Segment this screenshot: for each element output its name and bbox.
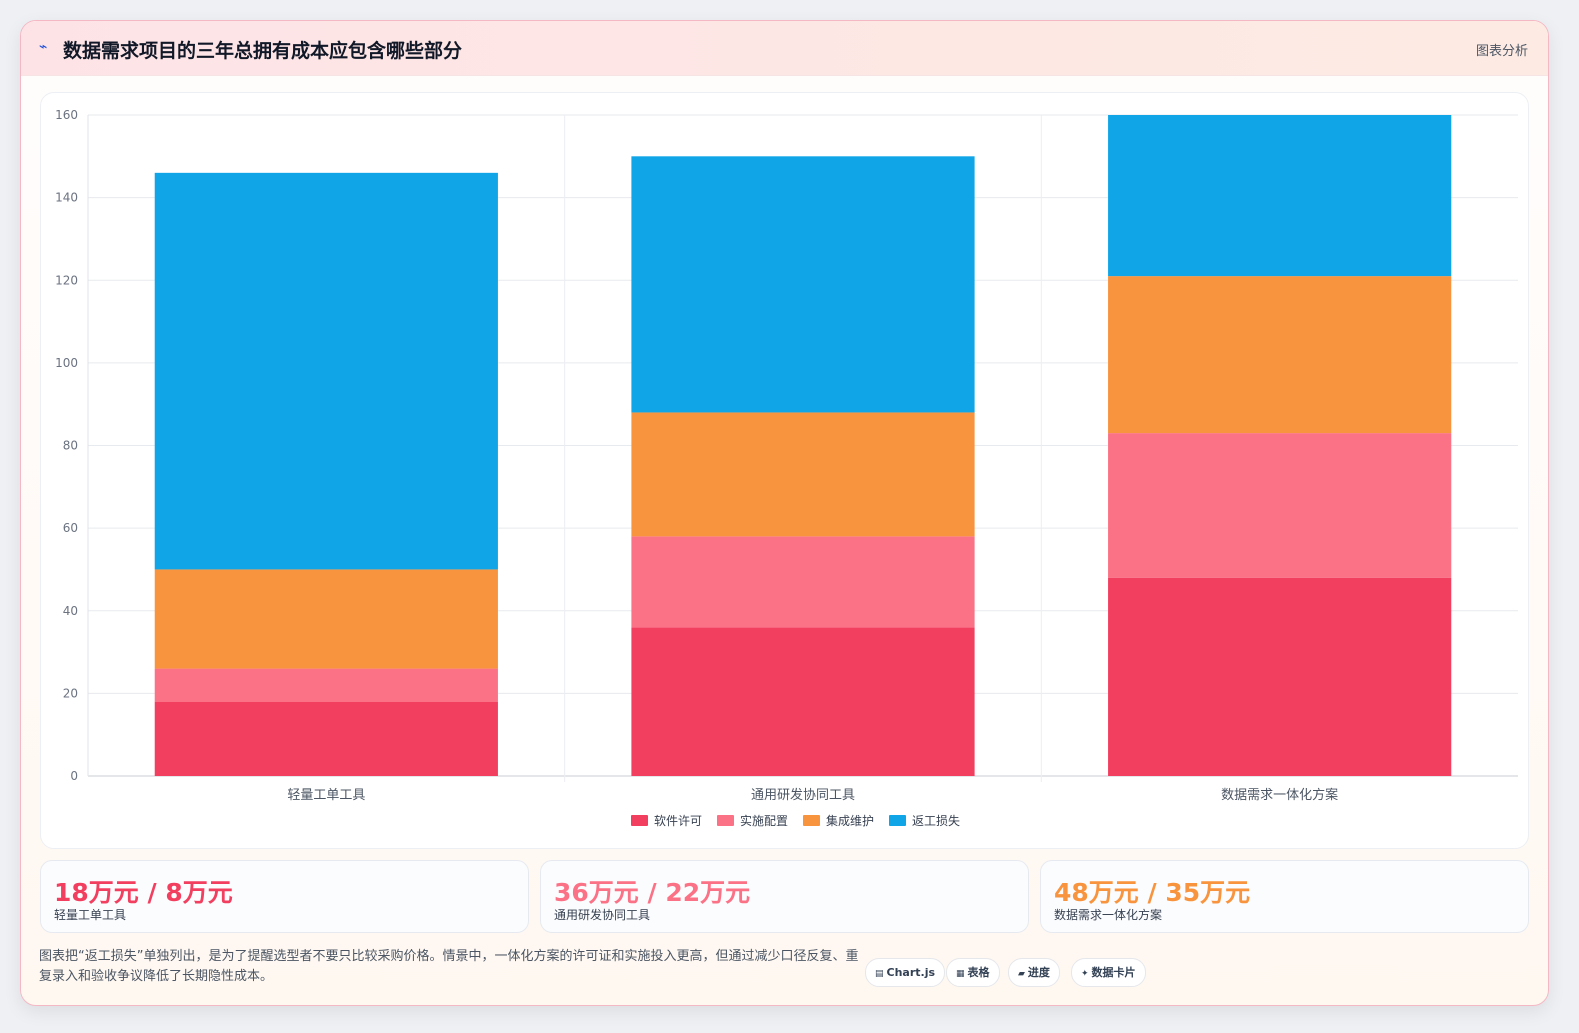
chart-analysis-link[interactable]: 图表分析 <box>1475 44 1528 59</box>
bar-segment <box>1108 276 1452 434</box>
bar-segment <box>154 668 498 702</box>
bar-segment <box>631 536 975 628</box>
y-tick-label: 160 <box>55 108 78 122</box>
chip-progress[interactable]: ▰ 进度 <box>1008 958 1060 987</box>
kpi-card-light: 18万元 / 8万元 轻量工单工具 <box>40 860 529 933</box>
sparkle-icon: ✦ <box>1081 969 1089 979</box>
kpi-value: 48万元 / 35万元 <box>1054 878 1251 907</box>
kpi-label: 轻量工单工具 <box>54 908 127 922</box>
chip-label: 表格 <box>967 966 990 979</box>
chart-card: ⌁ 数据需求项目的三年总拥有成本应包含哪些部分 图表分析 0 20 40 60 80 10… <box>20 20 1549 1006</box>
bar-segment <box>1108 433 1452 578</box>
kpi-label: 数据需求一体化方案 <box>1054 908 1163 922</box>
y-tick-label: 40 <box>63 604 78 618</box>
bar-segment <box>1108 115 1452 277</box>
legend-swatch <box>889 815 906 826</box>
chart-note: 图表把“返工损失”单独列出，是为了提醒选型者不要只比较采购价格。情景中，一体化方… <box>39 949 859 984</box>
legend-label: 软件许可 <box>654 814 702 828</box>
chip-chartjs[interactable]: ▤ Chart.js <box>865 958 946 987</box>
y-tick-label: 80 <box>63 439 78 453</box>
bar-segment <box>631 412 975 537</box>
chip-table[interactable]: ▦ 表格 <box>946 958 1000 987</box>
kpi-value: 36万元 / 22万元 <box>554 878 751 907</box>
bar-segment <box>154 701 498 776</box>
chart-line-icon: ⌁ <box>39 39 48 55</box>
x-tick-label: 轻量工单工具 <box>287 788 365 803</box>
chart-panel: 0 20 40 60 80 100 120 140 160 轻量工单工具 通用研发协同工具 数据需求一… <box>40 92 1529 849</box>
kpi-value: 18万元 / 8万元 <box>54 878 233 907</box>
bar-segment <box>631 627 975 776</box>
x-tick-label: 数据需求一体化方案 <box>1221 787 1338 803</box>
legend-label: 实施配置 <box>740 813 788 828</box>
chip-label: 数据卡片 <box>1091 966 1136 979</box>
bar-segment <box>631 156 975 413</box>
legend-label: 集成维护 <box>826 813 874 828</box>
y-tick-label: 60 <box>63 521 78 535</box>
table-icon: ▦ <box>956 969 965 979</box>
y-tick-label: 120 <box>55 273 78 287</box>
bar-segment <box>154 172 498 570</box>
chip-label: Chart.js <box>886 966 936 979</box>
chip-data-cards[interactable]: ✦ 数据卡片 <box>1071 958 1146 987</box>
bar-segment <box>154 569 498 669</box>
kpi-card-general: 36万元 / 22万元 通用研发协同工具 <box>540 860 1029 933</box>
legend-swatch <box>631 815 648 826</box>
kpi-label: 通用研发协同工具 <box>554 908 651 922</box>
kpi-card-integrated: 48万元 / 35万元 数据需求一体化方案 <box>1040 860 1529 933</box>
chart-icon: ▤ <box>875 969 884 979</box>
legend-swatch <box>803 815 820 826</box>
page-title: 数据需求项目的三年总拥有成本应包含哪些部分 <box>63 40 463 62</box>
stacked-bar-chart: 0 20 40 60 80 100 120 140 160 轻量工单工具 通用研发协同工具 数据需求一… <box>55 108 1518 828</box>
card-header: ⌁ 数据需求项目的三年总拥有成本应包含哪些部分 图表分析 <box>21 21 1548 76</box>
y-tick-label: 140 <box>55 191 78 205</box>
progress-icon: ▰ <box>1018 969 1025 979</box>
y-tick-label: 0 <box>70 769 78 783</box>
chip-label: 进度 <box>1027 966 1050 979</box>
x-tick-label: 通用研发协同工具 <box>751 787 855 803</box>
legend-swatch <box>717 815 734 826</box>
legend-label: 返工损失 <box>912 813 960 828</box>
y-tick-label: 100 <box>55 356 78 370</box>
bar-segment <box>1108 577 1452 776</box>
y-tick-label: 20 <box>63 686 78 700</box>
